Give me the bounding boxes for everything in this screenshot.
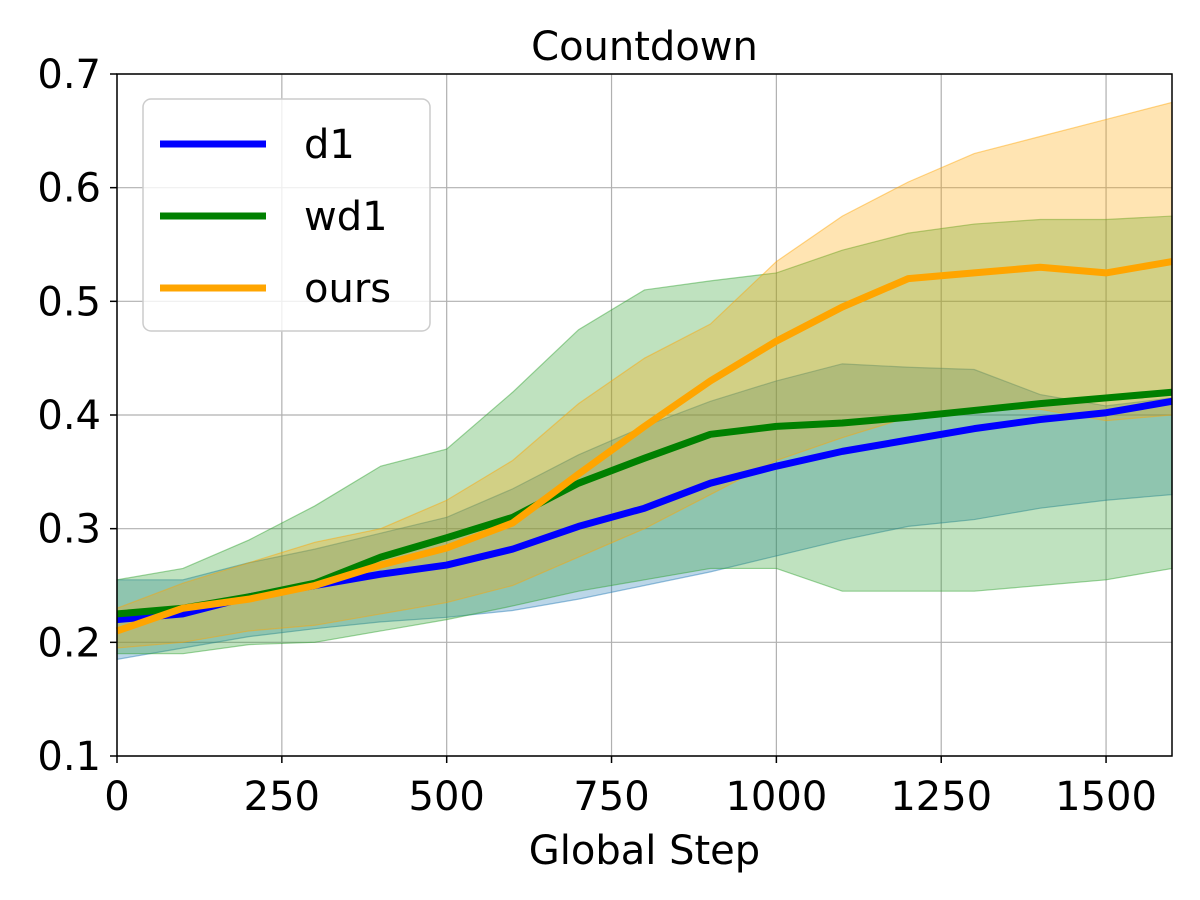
axis-ticks: 0 250 500 750 1000 1250 1500 0.1 0.2 0.3 0.4 0.5 0.6… [37, 52, 1157, 820]
x-tick-label: 1500 [1055, 774, 1157, 820]
legend: d1 wd1 ours [142, 98, 431, 332]
y-tick-label: 0.2 [37, 620, 101, 666]
y-tick-label: 0.5 [37, 279, 101, 325]
x-tick-label: 750 [573, 774, 649, 820]
series-lines [115, 258, 1173, 635]
x-tick-label: 1250 [890, 774, 992, 820]
x-tick-label: 500 [409, 774, 485, 820]
legend-box [142, 98, 431, 332]
x-tick-label: 0 [104, 774, 129, 820]
legend-label-wd1: wd1 [304, 194, 388, 240]
chart-title: Countdown [531, 24, 758, 70]
x-axis-label: Global Step [529, 828, 760, 874]
x-tick-label: 1000 [725, 774, 827, 820]
series-line-ours [115, 258, 1173, 635]
y-tick-label: 0.1 [37, 734, 101, 780]
legend-label-ours: ours [304, 266, 391, 312]
y-tick-label: 0.4 [37, 393, 101, 439]
y-tick-label: 0.7 [37, 52, 101, 98]
x-tick-label: 250 [244, 774, 320, 820]
legend-label-d1: d1 [304, 122, 355, 168]
y-tick-label: 0.6 [37, 166, 101, 212]
y-tick-label: 0.3 [37, 507, 101, 553]
